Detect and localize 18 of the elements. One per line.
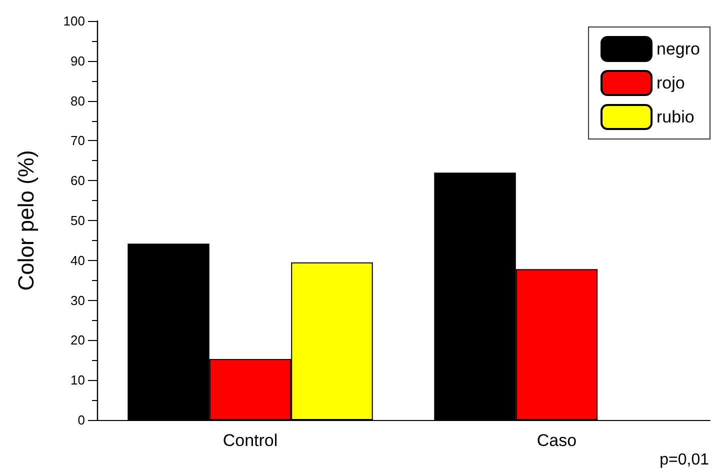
y-tick-label: 30 bbox=[70, 292, 85, 308]
x-tick-label: Caso bbox=[536, 431, 577, 450]
legend-label: rojo bbox=[656, 74, 685, 92]
y-tick-label: 60 bbox=[70, 173, 85, 188]
y-tick-label: 0 bbox=[78, 412, 85, 428]
y-tick-label: 50 bbox=[70, 213, 85, 228]
y-tick-label: 80 bbox=[70, 93, 85, 108]
text: p=0,01 bbox=[660, 452, 710, 468]
y-tick-label: 10 bbox=[70, 372, 85, 388]
y-tick-label: 20 bbox=[70, 332, 85, 348]
y-tick-label: 70 bbox=[70, 133, 85, 148]
x-tick-label: Control bbox=[222, 431, 278, 450]
legend-label: negro bbox=[656, 40, 700, 58]
legend-label: rubio bbox=[656, 108, 694, 126]
y-tick-label: 90 bbox=[70, 53, 85, 68]
y-tick-label: 40 bbox=[70, 252, 85, 268]
y-axis-title: Color pelo (%) bbox=[14, 150, 38, 291]
y-tick-label: 100 bbox=[63, 14, 85, 28]
